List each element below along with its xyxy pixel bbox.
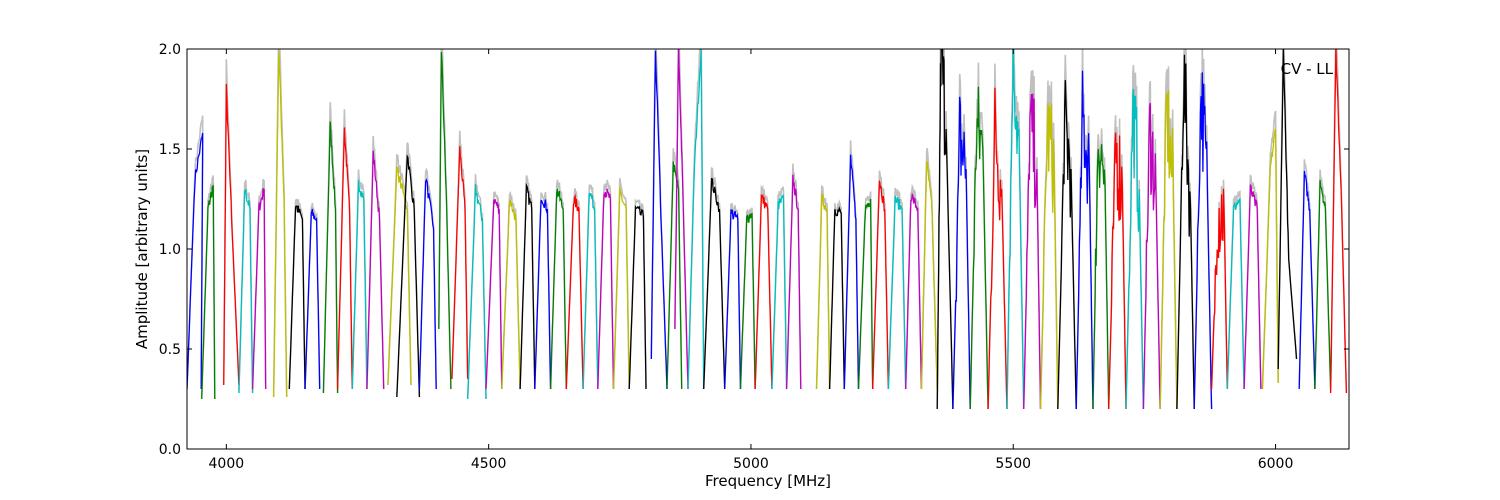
series-line-45: [920, 161, 938, 390]
series-line-54: [1075, 70, 1094, 410]
y-tick-label: 1.0: [159, 242, 181, 258]
series-line-6: [288, 205, 306, 390]
series-line-34: [739, 212, 756, 390]
y-tick-label: 1.5: [159, 142, 181, 158]
series-line-7: [304, 208, 321, 390]
series-line-36: [771, 194, 788, 390]
x-tick-label: 5000: [733, 456, 769, 472]
series-line-28: [650, 50, 668, 390]
series-line-1: [201, 184, 216, 400]
series-line-20: [519, 182, 536, 390]
background-trace-14: [418, 167, 437, 390]
series-line-60: [1176, 54, 1195, 410]
series-line-47: [952, 96, 971, 410]
series-line-52: [1039, 102, 1059, 410]
series-line-14: [418, 178, 437, 390]
series-line-25: [597, 188, 615, 390]
x-tick-label: 4500: [471, 456, 507, 472]
series-line-65: [1261, 128, 1279, 390]
series-line-67: [1298, 170, 1316, 390]
x-tick-label: 4000: [209, 456, 245, 472]
series-line-58: [1142, 102, 1161, 410]
chart-annotation: CV - LL: [1281, 60, 1334, 78]
series-line-68: [1314, 180, 1332, 390]
series-line-21: [534, 199, 552, 390]
series-line-57: [1125, 88, 1145, 410]
series-line-46: [936, 49, 954, 410]
series-line-8: [322, 121, 339, 394]
background-trace-49: [987, 63, 1008, 410]
x-axis-ticks: 4000 4500 5000 5500 6000: [209, 49, 1294, 472]
series-line-59: [1159, 90, 1178, 410]
series-line-33: [724, 208, 742, 390]
series-line-39: [828, 205, 845, 390]
series-line-17: [467, 183, 487, 400]
y-tick-label: 0.0: [159, 442, 181, 458]
series-line-62: [1210, 188, 1228, 390]
series-line-24: [582, 192, 599, 390]
series-line-3: [238, 188, 254, 394]
series-line-9: [336, 127, 353, 390]
series-line-30: [674, 49, 689, 390]
series-line-50: [1006, 49, 1025, 410]
series-line-2: [223, 83, 240, 386]
series-line-5: [272, 50, 288, 398]
series-line-16: [451, 146, 469, 380]
x-axis-label: Frequency [MHz]: [705, 472, 831, 490]
series-line-37: [785, 174, 802, 390]
y-tick-label: 0.5: [159, 342, 181, 358]
series-line-35: [754, 193, 773, 390]
series-line-22: [549, 188, 567, 390]
series-line-38: [815, 193, 831, 390]
series-line-41: [857, 198, 874, 390]
y-axis-label: Amplitude [arbitrary units]: [133, 149, 151, 349]
series-line-66: [1277, 49, 1298, 370]
x-tick-label: 6000: [1258, 456, 1294, 472]
series-line-23: [565, 193, 584, 390]
series-line-51: [1023, 93, 1042, 410]
series-line-27: [628, 204, 647, 390]
series-line-64: [1243, 184, 1262, 390]
series-line-26: [612, 187, 630, 390]
series-line-40: [843, 154, 860, 390]
background-trace-53: [1057, 54, 1077, 410]
series-line-11: [366, 150, 385, 390]
series-line-53: [1057, 80, 1077, 410]
series-line-63: [1226, 197, 1245, 390]
series-line-55: [1092, 144, 1110, 410]
series-line-18: [485, 198, 503, 390]
series-line-4: [251, 188, 267, 390]
series-line-29: [666, 161, 683, 390]
series-line-49: [987, 87, 1008, 410]
background-trace-0: [187, 115, 204, 390]
series-line-19: [501, 198, 521, 390]
series-line-12: [387, 166, 412, 386]
y-axis-ticks: 0.0 0.5 1.0 1.5 2.0: [159, 42, 1349, 458]
series-line-10: [351, 179, 368, 390]
series-line-32: [703, 177, 726, 390]
series-line-43: [887, 195, 907, 390]
series-line-15: [438, 51, 452, 390]
series-line-31: [687, 49, 705, 390]
series-line-42: [872, 180, 890, 390]
series-line-56: [1108, 132, 1127, 410]
series-line-0: [187, 132, 204, 390]
plot-area: [187, 49, 1348, 410]
series-line-69: [1329, 49, 1348, 394]
series-line-44: [905, 192, 923, 390]
y-tick-label: 2.0: [159, 42, 181, 58]
series-layer: [187, 49, 1348, 410]
series-line-61: [1193, 72, 1213, 410]
x-tick-label: 5500: [995, 456, 1031, 472]
background-trace-50: [1006, 49, 1025, 410]
series-line-48: [969, 86, 989, 410]
series-line-13: [396, 154, 421, 398]
